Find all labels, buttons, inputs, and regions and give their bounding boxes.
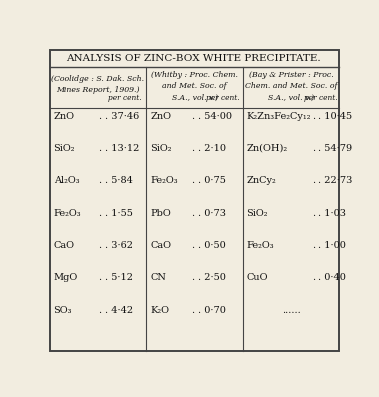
Text: per cent.: per cent. (108, 94, 141, 102)
Text: .: . (312, 144, 315, 153)
Text: . 1·03: . 1·03 (318, 209, 346, 218)
Text: .: . (312, 112, 315, 121)
Text: . 5·12: . 5·12 (105, 274, 133, 282)
Text: Al₂O₃: Al₂O₃ (53, 176, 79, 185)
Text: . 22·73: . 22·73 (318, 176, 352, 185)
Text: . 0·50: . 0·50 (198, 241, 226, 250)
Text: . 1·55: . 1·55 (105, 209, 133, 218)
Text: per cent.: per cent. (304, 94, 337, 102)
Text: .: . (312, 241, 315, 250)
Text: . 0·70: . 0·70 (198, 306, 226, 315)
Text: .: . (99, 112, 102, 121)
Text: (Coolidge : S. Dak. Sch.
Mines Report, 1909.): (Coolidge : S. Dak. Sch. Mines Report, 1… (51, 75, 144, 94)
Text: . 4·42: . 4·42 (105, 306, 133, 315)
Text: CaO: CaO (150, 241, 171, 250)
Text: (Bay & Prister : Proc.
Chem. and Met. Soc. of
S.A., vol. v.): (Bay & Prister : Proc. Chem. and Met. So… (245, 71, 338, 102)
Text: .: . (191, 306, 195, 315)
Text: SiO₂: SiO₂ (247, 209, 268, 218)
Text: . 0·73: . 0·73 (198, 209, 226, 218)
Text: K₂Zn₃Fe₂Cy₁₂: K₂Zn₃Fe₂Cy₁₂ (247, 112, 311, 121)
Text: . 10·45: . 10·45 (318, 112, 352, 121)
Text: .: . (191, 112, 195, 121)
Text: .: . (99, 176, 102, 185)
Text: .: . (99, 209, 102, 218)
Text: SO₃: SO₃ (53, 306, 72, 315)
Text: Fe₂O₃: Fe₂O₃ (150, 176, 178, 185)
Text: .: . (191, 176, 195, 185)
Text: CaO: CaO (53, 241, 75, 250)
Text: SiO₂: SiO₂ (150, 144, 172, 153)
Text: .: . (312, 274, 315, 282)
Text: . 2·10: . 2·10 (198, 144, 226, 153)
Text: ZnO: ZnO (53, 112, 75, 121)
Text: (Whitby : Proc. Chem.
and Met. Soc. of
S.A., vol. v.): (Whitby : Proc. Chem. and Met. Soc. of S… (151, 71, 238, 102)
Text: . 54·00: . 54·00 (198, 112, 232, 121)
Text: Fe₂O₃: Fe₂O₃ (247, 241, 274, 250)
Text: K₂O: K₂O (150, 306, 169, 315)
Text: . 54·79: . 54·79 (318, 144, 352, 153)
Text: .: . (191, 274, 195, 282)
Text: CN: CN (150, 274, 166, 282)
Text: .: . (191, 209, 195, 218)
Text: . 1·00: . 1·00 (318, 241, 346, 250)
Text: . 37·46: . 37·46 (105, 112, 139, 121)
Text: Zn(OH)₂: Zn(OH)₂ (247, 144, 288, 153)
Text: per cent.: per cent. (206, 94, 240, 102)
Text: .: . (99, 274, 102, 282)
Text: .: . (99, 306, 102, 315)
Text: . 0·75: . 0·75 (198, 176, 226, 185)
Text: .: . (191, 241, 195, 250)
Text: ANALYSIS OF ZINC-BOX WHITE PRECIPITATE.: ANALYSIS OF ZINC-BOX WHITE PRECIPITATE. (67, 54, 321, 63)
Text: ZnO: ZnO (150, 112, 171, 121)
Text: ZnCy₂: ZnCy₂ (247, 176, 276, 185)
Text: .: . (99, 144, 102, 153)
Text: . 3·62: . 3·62 (105, 241, 133, 250)
Text: .: . (312, 176, 315, 185)
Text: . 2·50: . 2·50 (198, 274, 226, 282)
Text: ......: ...... (282, 306, 301, 315)
Text: .: . (312, 209, 315, 218)
Text: CuO: CuO (247, 274, 268, 282)
Text: .: . (191, 144, 195, 153)
Text: . 13·12: . 13·12 (105, 144, 139, 153)
Text: .: . (99, 241, 102, 250)
Text: . 5·84: . 5·84 (105, 176, 133, 185)
Text: SiO₂: SiO₂ (53, 144, 75, 153)
Text: Fe₂O₃: Fe₂O₃ (53, 209, 81, 218)
Text: PbO: PbO (150, 209, 171, 218)
Text: MgO: MgO (53, 274, 78, 282)
Text: . 0·40: . 0·40 (318, 274, 346, 282)
